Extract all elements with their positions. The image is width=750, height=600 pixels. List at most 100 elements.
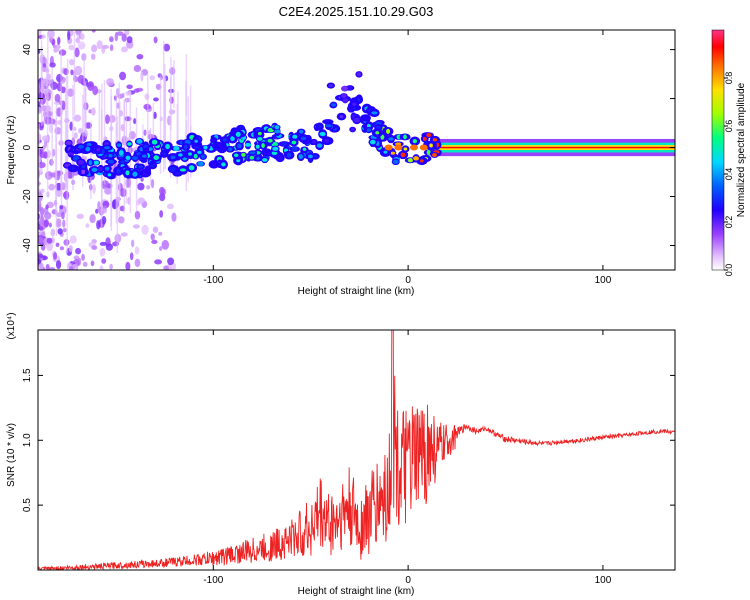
heatmap-blob <box>255 144 260 149</box>
heatmap-blob <box>264 149 269 155</box>
heatmap-streak <box>72 84 74 191</box>
heatmap-blob <box>429 143 433 148</box>
heatmap-blob <box>267 138 273 143</box>
heatmap-streak <box>83 59 85 137</box>
heatmap-blob <box>312 140 316 144</box>
colorbar-tick-label: 0.0 <box>724 264 734 277</box>
heatmap-blob <box>352 102 357 106</box>
heatmap-noise-cell <box>101 258 107 264</box>
heatmap-blob <box>277 155 284 161</box>
heatmap-noise-cell <box>146 185 151 190</box>
snr-series-line <box>38 330 675 570</box>
heatmap-blob <box>228 147 233 152</box>
heatmap-noise-cell <box>48 183 56 191</box>
heatmap-blob <box>342 97 348 103</box>
heatmap-blob <box>292 134 298 139</box>
heatmap-noise-cell <box>42 255 47 260</box>
heatmap-noise-cell <box>38 162 46 169</box>
heatmap-blob <box>291 140 297 145</box>
heatmap-noise-cell <box>95 208 99 214</box>
heatmap-blob <box>339 114 344 119</box>
heatmap-blob <box>77 159 85 165</box>
snr-plot-area <box>38 330 675 570</box>
heatmap-blob <box>65 140 72 145</box>
heatmap-noise-cell <box>127 196 131 205</box>
x-tick-label: -100 <box>203 275 223 286</box>
x-tick-label: -100 <box>203 575 223 586</box>
heatmap-noise-cell <box>73 132 78 139</box>
x-tick-label: 100 <box>595 575 612 586</box>
heatmap-noise-cell <box>120 46 129 53</box>
heatmap-noise-cell <box>152 226 159 233</box>
heatmap-blob <box>261 143 265 148</box>
heatmap-noise-cell <box>171 262 177 270</box>
heatmap-blob <box>274 129 281 134</box>
snr-axes: -100 0 100 0.5 1.0 1.5 <box>22 330 675 586</box>
heatmap-blob <box>132 156 139 161</box>
heatmap-blob <box>256 156 260 161</box>
heatmap-band-core <box>437 146 675 149</box>
heatmap-blob <box>71 166 76 170</box>
heatmap-streak <box>129 89 132 214</box>
heatmap-noise-cell <box>49 158 54 166</box>
heatmap-noise-cell <box>105 243 114 251</box>
heatmap-blob <box>93 160 100 165</box>
heatmap-blob <box>375 131 380 135</box>
heatmap-blob <box>125 170 130 176</box>
heatmap-blob <box>96 147 101 152</box>
heatmap-noise-cell <box>101 215 107 225</box>
heatmap-blob <box>281 142 288 146</box>
heatmap-blob <box>317 124 322 129</box>
heatmap-noise-cell <box>124 97 131 103</box>
heatmap-noise-cell <box>80 32 85 41</box>
heatmap-blob <box>330 103 337 107</box>
heatmap-noise-cell <box>62 227 67 233</box>
heatmap-streak <box>164 78 167 170</box>
heatmap-blob <box>407 158 414 163</box>
heatmap-noise-cell <box>137 182 145 191</box>
heatmap-blob <box>395 142 402 146</box>
heatmap-blob <box>165 143 170 150</box>
colorbar <box>711 29 725 271</box>
heatmap-streak <box>41 46 43 126</box>
heatmap-noise-cell <box>69 58 75 66</box>
snr-ylabel: SNR (10 * v/v) <box>6 423 17 487</box>
heatmap-blob <box>138 164 144 169</box>
heatmap-noise-cell <box>59 246 65 251</box>
heatmap-blob <box>400 152 406 158</box>
heatmap-noise-cell <box>73 255 80 260</box>
heatmap-ylabel: Frequency (Hz) <box>6 116 17 185</box>
heatmap-noise-cell <box>69 121 73 131</box>
heatmap-noise-cell <box>96 40 103 50</box>
heatmap-noise-cell <box>109 44 114 52</box>
heatmap-streak <box>55 122 57 216</box>
heatmap-noise-cell <box>42 63 47 68</box>
heatmap-noise-cell <box>90 260 95 267</box>
heatmap-blob <box>221 162 226 167</box>
heatmap-plot-area <box>38 30 675 270</box>
heatmap-bright-spot <box>419 144 428 151</box>
heatmap-blob <box>241 152 246 157</box>
colorbar-tick-label: 0.4 <box>724 168 734 181</box>
y-tick-label: 20 <box>22 93 33 105</box>
heatmap-blob <box>403 147 408 151</box>
heatmap-blob <box>85 146 91 152</box>
heatmap-noise-cell <box>126 84 133 90</box>
heatmap-noise-cell <box>118 216 125 224</box>
heatmap-blob <box>107 159 115 164</box>
heatmap-blob <box>432 138 438 142</box>
heatmap-streak <box>177 91 179 145</box>
heatmap-noise-cell <box>43 151 49 159</box>
heatmap-blob <box>173 145 180 152</box>
heatmap-noise-cell <box>163 43 171 52</box>
heatmap-blob <box>222 138 228 142</box>
heatmap-blob <box>127 142 132 146</box>
heatmap-blob <box>366 128 371 132</box>
heatmap-blob <box>307 154 313 159</box>
heatmap-noise-cell <box>126 36 133 44</box>
heatmap-noise-cell <box>137 197 145 204</box>
heatmap-streak <box>115 93 118 137</box>
y-tick-label: 40 <box>22 44 33 56</box>
heatmap-noise-cell <box>57 228 63 235</box>
